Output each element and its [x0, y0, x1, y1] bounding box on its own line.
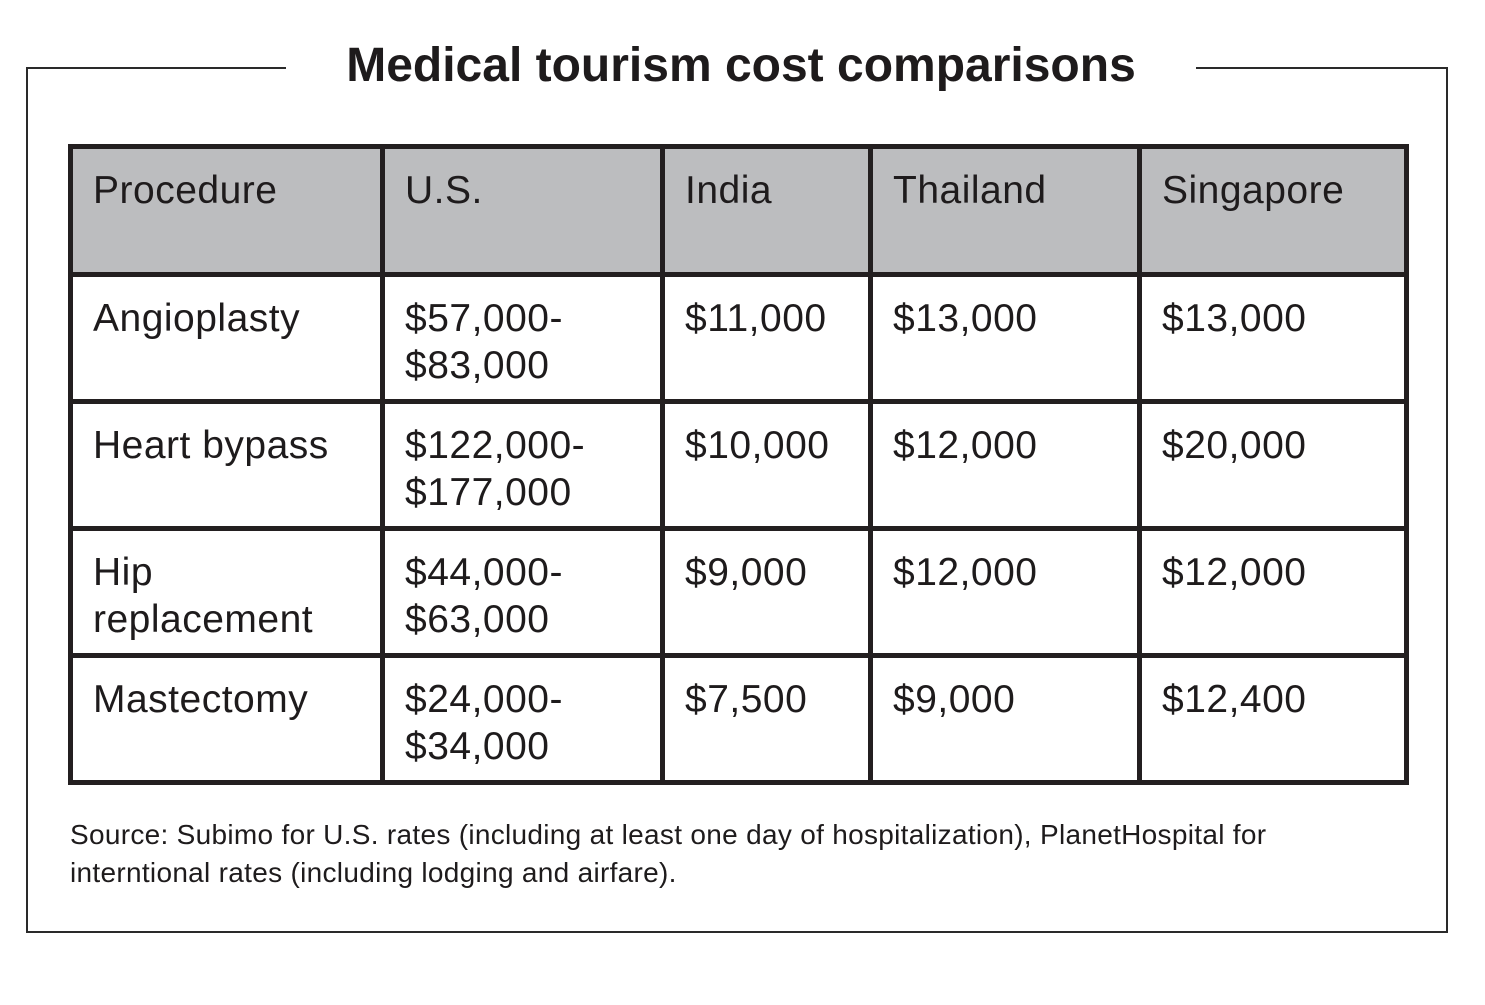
header-india: India: [660, 144, 873, 277]
cell-us: $57,000- $83,000: [380, 272, 665, 404]
procedure-line-2: replacement: [93, 598, 314, 641]
table-header-row: Procedure U.S. India Thailand Singapore: [68, 144, 1409, 277]
cell-singapore: $13,000: [1137, 272, 1409, 404]
procedure-line-1: Hip: [93, 551, 154, 594]
cell-us: $24,000- $34,000: [380, 653, 665, 785]
cell-procedure: Mastectomy: [68, 653, 385, 785]
header-us: U.S.: [380, 144, 665, 277]
us-range-high: $83,000: [405, 344, 550, 387]
table-row: Hip replacement $44,000- $63,000 $9,000 $1…: [68, 526, 1409, 658]
cell-procedure: Angioplasty: [68, 272, 385, 404]
us-range-high: $177,000: [405, 471, 572, 514]
source-note: Source: Subimo for U.S. rates (including…: [70, 819, 1267, 888]
cell-procedure: Heart bypass: [68, 399, 385, 531]
cell-singapore: $12,400: [1137, 653, 1409, 785]
us-range-low: $57,000-: [405, 297, 563, 340]
table-row: Mastectomy $24,000- $34,000 $7,500 $9,000…: [68, 653, 1409, 785]
header-thailand: Thailand: [868, 144, 1142, 277]
header-procedure: Procedure: [68, 144, 385, 277]
cell-thailand: $9,000: [868, 653, 1142, 785]
table-row: Heart bypass $122,000- $177,000 $10,000 $…: [68, 399, 1409, 531]
cell-thailand: $12,000: [868, 526, 1142, 658]
cost-comparison-table: Procedure U.S. India Thailand Singapore …: [68, 144, 1409, 785]
us-range-low: $122,000-: [405, 424, 586, 467]
cell-thailand: $12,000: [868, 399, 1142, 531]
cell-india: $10,000: [660, 399, 873, 531]
us-range-high: $34,000: [405, 725, 550, 768]
cell-us: $44,000- $63,000: [380, 526, 665, 658]
cell-us: $122,000- $177,000: [380, 399, 665, 531]
cell-singapore: $20,000: [1137, 399, 1409, 531]
cell-india: $7,500: [660, 653, 873, 785]
us-range-low: $44,000-: [405, 551, 563, 594]
header-singapore: Singapore: [1137, 144, 1409, 277]
cell-singapore: $12,000: [1137, 526, 1409, 658]
cell-india: $9,000: [660, 526, 873, 658]
us-range-high: $63,000: [405, 598, 550, 641]
us-range-low: $24,000-: [405, 678, 563, 721]
cell-procedure: Hip replacement: [68, 526, 385, 658]
title-container: Medical tourism cost comparisons: [286, 30, 1196, 100]
cell-thailand: $13,000: [868, 272, 1142, 404]
figure-title: Medical tourism cost comparisons: [346, 38, 1136, 92]
table-row: Angioplasty $57,000- $83,000 $11,000 $13,…: [68, 272, 1409, 404]
cell-india: $11,000: [660, 272, 873, 404]
